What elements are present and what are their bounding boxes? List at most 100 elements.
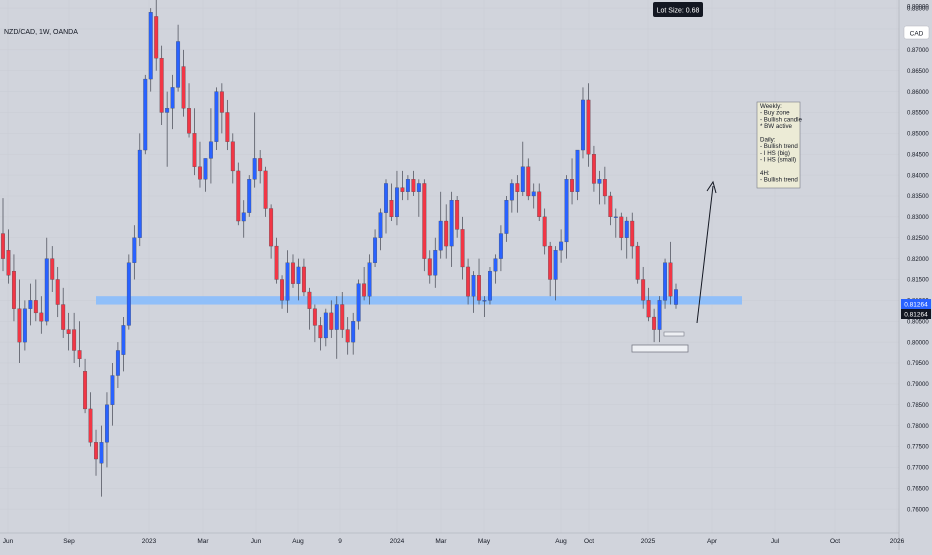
y-tick-label: 0.80000 (907, 340, 929, 346)
candle-bear (635, 245, 640, 280)
candle-bull (498, 233, 503, 259)
y-tick-label: 0.84500 (907, 152, 929, 158)
candle-bear (88, 408, 93, 443)
candle-bear (307, 291, 312, 309)
candle-bull (504, 200, 509, 234)
candle-bull (597, 179, 602, 184)
candle-bull (170, 87, 175, 109)
candle-bull (488, 270, 492, 301)
candle-bull (367, 262, 372, 297)
candle-bear (39, 312, 44, 322)
candle-bear (477, 275, 481, 301)
candle-bull (482, 300, 487, 302)
annotation-box[interactable] (756, 101, 801, 189)
time-axis[interactable]: Jun Sep 2023 Mar Jun Aug 9 2024 Mar May Aug Oct 2025… (3, 538, 905, 545)
candle-bear (466, 266, 471, 297)
candle-bear (422, 183, 427, 259)
candle-bull (296, 266, 301, 284)
candle-bull (471, 275, 476, 297)
candle-bear (181, 66, 186, 109)
candle-bull (115, 350, 120, 376)
annotation-line: Weekly: (760, 103, 782, 110)
annotation-line: 4H: (760, 170, 770, 177)
candle-bear (159, 58, 164, 113)
y-tick-label-top: 0.80000 (907, 5, 929, 11)
x-tick-label: Aug (555, 538, 567, 545)
candle-bull (575, 149, 580, 192)
currency-badge[interactable] (903, 25, 930, 40)
y-tick-label: 0.78000 (907, 424, 929, 430)
candle-bull (121, 325, 126, 355)
x-tick-label: 2024 (390, 538, 405, 545)
candle-bear (329, 312, 334, 330)
x-tick-label: Mar (435, 538, 447, 545)
candle-bear (1, 233, 5, 259)
y-tick-label: 0.81500 (907, 278, 929, 284)
candle-bull (373, 237, 378, 263)
x-tick-label: Oct (584, 538, 594, 545)
candle-bear (345, 329, 350, 343)
candle-bull (663, 262, 668, 301)
liquidity-box[interactable] (631, 344, 689, 353)
candle-bear (33, 300, 38, 314)
liquidity-box-small[interactable] (663, 331, 685, 337)
candle-bull (674, 289, 678, 305)
lot-size-badge[interactable] (653, 2, 703, 17)
candle-bull (564, 179, 569, 243)
candle-bull (351, 321, 356, 343)
candle-bull (176, 41, 181, 88)
candle-bear (455, 200, 460, 230)
candle-bear (94, 442, 98, 460)
candle-bear (66, 329, 71, 334)
candle-bear (444, 220, 449, 247)
projection-arrow[interactable] (696, 185, 714, 324)
y-tick-label: 0.86000 (907, 90, 929, 96)
candle-bull (520, 166, 525, 192)
candle-bull (323, 312, 328, 339)
annotation-line: - I HS (big) (760, 150, 790, 157)
candle-bear (389, 200, 394, 218)
candle-bull (334, 304, 339, 330)
y-tick-label: 0.79500 (907, 361, 929, 367)
candle-bear (77, 350, 82, 359)
x-tick-label: Oct (830, 538, 840, 545)
annotation-line: - Bullish trend (760, 177, 798, 184)
candle-bull (378, 212, 383, 238)
candle-bear (537, 191, 542, 218)
candle-bear (55, 279, 60, 305)
candle-bear (258, 158, 263, 172)
candle-bull (449, 200, 454, 247)
candle-bull (214, 91, 219, 142)
candle-bull (405, 179, 410, 192)
candle-bear (230, 141, 235, 172)
y-tick-label: 0.83500 (907, 194, 929, 200)
x-tick-label: 9 (338, 538, 342, 545)
x-tick-label: 2026 (890, 538, 905, 545)
annotation-line: * BW active (760, 123, 793, 130)
candle-bull (553, 250, 558, 280)
candle-bull (493, 258, 498, 272)
candle-bear (591, 154, 596, 184)
symbol-title: NZD/CAD, 1W, OANDA (4, 29, 78, 36)
candle-bull (148, 12, 153, 80)
candle-bull (613, 216, 618, 218)
candle-bear (269, 208, 274, 247)
candle-bull (384, 183, 388, 213)
candle-bear (652, 316, 657, 330)
candle-bear (17, 308, 22, 343)
price-axis[interactable]: 0.880000.875000.870000.865000.860000.855… (907, 5, 929, 514)
candle-bear (263, 170, 268, 209)
candle-bull (208, 141, 213, 159)
current-price-tag[interactable] (901, 299, 931, 309)
y-tick-label: 0.84000 (907, 173, 929, 179)
candle-bear (11, 270, 16, 309)
support-zone[interactable] (96, 296, 742, 305)
x-tick-label: 2025 (641, 538, 656, 545)
y-tick-label: 0.79000 (907, 382, 929, 388)
last-price-tag[interactable] (901, 309, 931, 319)
candle-bull (509, 183, 514, 201)
annotation-line: - I HS (small) (760, 157, 796, 164)
candle-bull (165, 108, 170, 113)
